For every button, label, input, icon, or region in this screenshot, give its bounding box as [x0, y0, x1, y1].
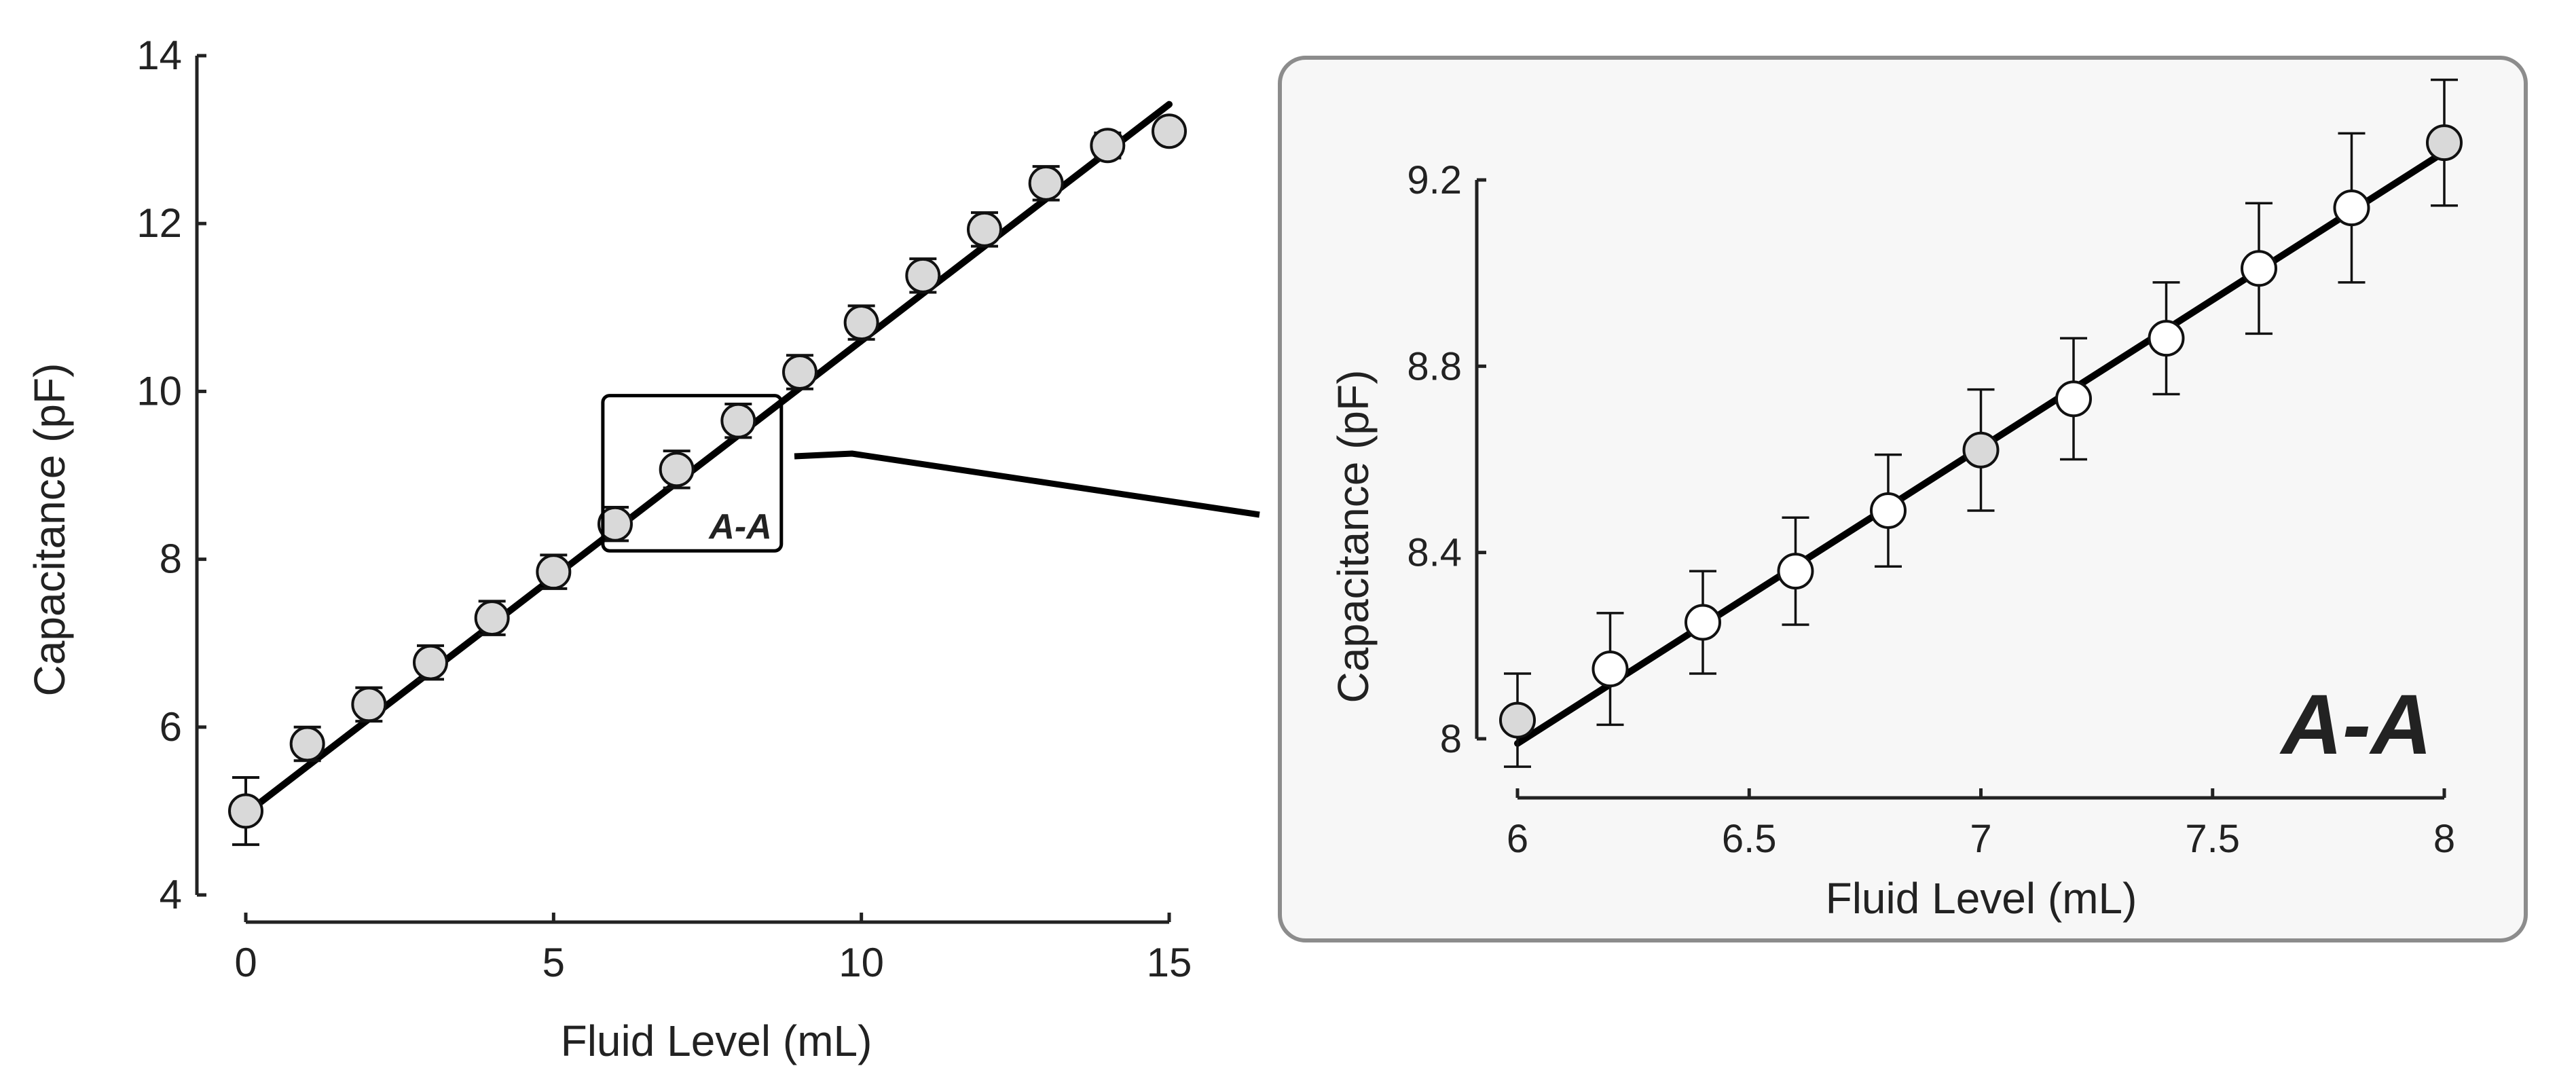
data-point [536, 554, 572, 590]
data-point [1499, 701, 1536, 739]
data-point [2333, 189, 2370, 227]
y-tick-label: 4 [160, 872, 182, 917]
data-point [597, 506, 633, 542]
data-point [659, 452, 695, 488]
inset-y-axis-label: Capacitance (pF) [1329, 370, 1378, 703]
x-tick-label: 5 [542, 940, 565, 985]
x-tick-label: 7.5 [2185, 817, 2240, 861]
data-point [1870, 492, 1907, 529]
inset-annotation-label: A-A [2279, 678, 2432, 772]
y-tick-label: 8.4 [1407, 531, 1462, 575]
data-point [2148, 320, 2185, 357]
data-point [905, 257, 941, 293]
data-point [1777, 553, 1814, 590]
data-point [474, 600, 510, 636]
x-tick-label: 6 [1507, 817, 1528, 861]
y-tick-label: 6 [160, 704, 182, 750]
main-x-axis-label: Fluid Level (mL) [561, 1016, 872, 1065]
data-point [1090, 128, 1126, 164]
data-point [1152, 113, 1187, 149]
inset-x-axis-label: Fluid Level (mL) [1826, 874, 2137, 923]
y-tick-label: 8 [1440, 717, 1462, 761]
data-point [2241, 250, 2277, 287]
x-tick-label: 6.5 [1722, 817, 1777, 861]
x-tick-label: 10 [839, 940, 884, 985]
data-point [351, 686, 387, 722]
y-tick-label: 8.8 [1407, 344, 1462, 388]
x-tick-label: 7 [1970, 817, 1991, 861]
data-point [2426, 124, 2463, 162]
data-point [1962, 431, 2000, 469]
data-point [1685, 604, 1721, 641]
zoom-box [601, 394, 784, 553]
main-y-ticks: 4 6 8 10 12 14 [136, 33, 206, 917]
x-tick-label: 8 [2433, 817, 2455, 861]
x-tick-label: 0 [234, 940, 257, 985]
data-point [782, 354, 817, 390]
y-tick-label: 10 [136, 368, 182, 414]
x-tick-label: 15 [1147, 940, 1192, 985]
main-chart: 4 6 8 10 12 14 0 5 10 15 Fluid Level (mL) Capaci… [25, 33, 1260, 1065]
y-tick-label: 8 [160, 536, 182, 582]
main-y-axis-label: Capacitance (pF) [25, 363, 74, 697]
data-point [413, 644, 448, 680]
inset-data-points [1499, 124, 2463, 739]
data-point [228, 793, 263, 829]
data-point [1591, 651, 1629, 688]
data-point [967, 211, 1002, 247]
main-data-points [228, 113, 1187, 829]
data-point [2055, 380, 2092, 418]
data-point [1028, 165, 1064, 201]
inset-chart: 8 8.4 8.8 9.2 6 6.5 7 7.5 8 Fluid Level (mL) Ca… [1329, 78, 2463, 923]
y-tick-label: 9.2 [1407, 158, 1462, 202]
inset-y-ticks: 8 8.4 8.8 9.2 [1407, 158, 1486, 761]
main-x-ticks: 0 5 10 15 [234, 913, 1192, 985]
data-point [720, 403, 756, 439]
main-fit-line [242, 100, 1173, 818]
zoom-box-label: A-A [707, 507, 771, 547]
y-tick-label: 12 [136, 200, 182, 246]
data-point [843, 305, 879, 341]
zoom-connector-line [794, 450, 1260, 518]
inset-x-ticks: 6 6.5 7 7.5 8 [1507, 788, 2455, 861]
y-tick-label: 14 [136, 33, 182, 78]
data-point [289, 726, 325, 762]
